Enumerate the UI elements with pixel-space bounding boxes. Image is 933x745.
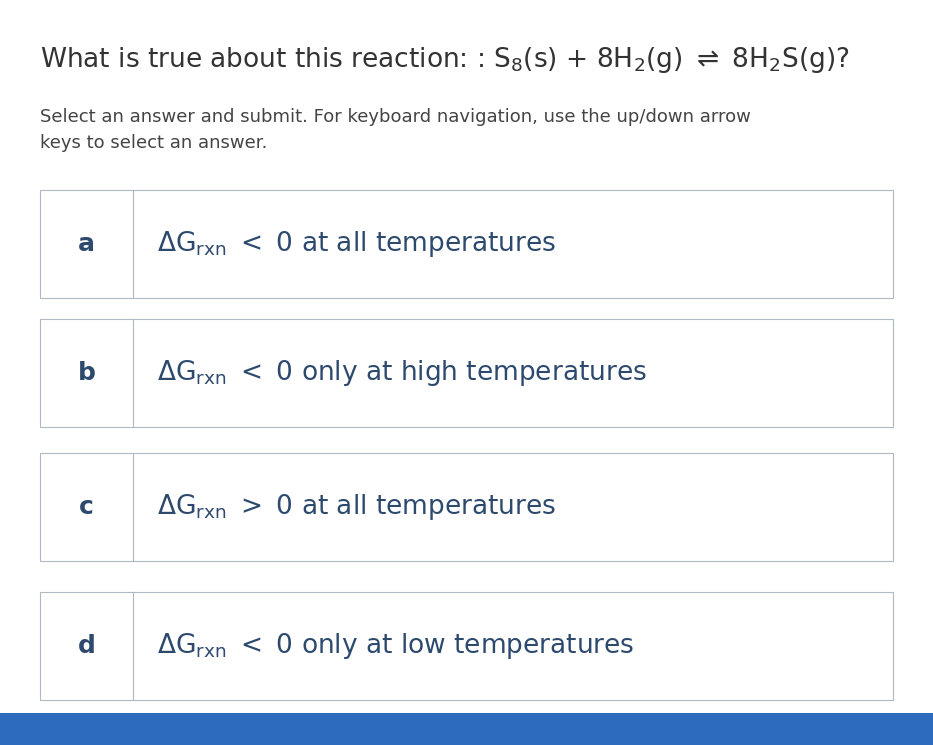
Text: $\mathregular{\Delta G_{rxn}}$ $<$ $\mathregular{0}$ only at high temperatures: $\mathregular{\Delta G_{rxn}}$ $<$ $\mat…	[157, 358, 647, 388]
Bar	[0, 713, 933, 745]
Text: $\mathregular{\Delta G_{rxn}}$ $>$ $\mathregular{0}$ at all temperatures: $\mathregular{\Delta G_{rxn}}$ $>$ $\mat…	[157, 492, 556, 522]
Text: $\mathregular{\Delta G_{rxn}}$ $<$ $\mathregular{0}$ only at low temperatures: $\mathregular{\Delta G_{rxn}}$ $<$ $\mat…	[157, 631, 634, 662]
Bar	[40, 453, 893, 561]
Text: What is true about this reaction: : $\mathregular{S_8(s)}$ $+$ $\mathregular{8H_: What is true about this reaction: : $\ma…	[40, 45, 850, 74]
Text: $\mathregular{\Delta G_{rxn}}$ $<$ $\mathregular{0}$ at all temperatures: $\mathregular{\Delta G_{rxn}}$ $<$ $\mat…	[157, 229, 556, 259]
Text: c: c	[79, 495, 94, 519]
Bar	[40, 319, 893, 427]
Text: d: d	[77, 634, 96, 659]
Text: a: a	[78, 232, 95, 256]
Bar	[40, 592, 893, 700]
Bar	[40, 190, 893, 298]
Text: Select an answer and submit. For keyboard navigation, use the up/down arrow
keys: Select an answer and submit. For keyboar…	[40, 108, 751, 153]
Text: b: b	[77, 361, 96, 385]
